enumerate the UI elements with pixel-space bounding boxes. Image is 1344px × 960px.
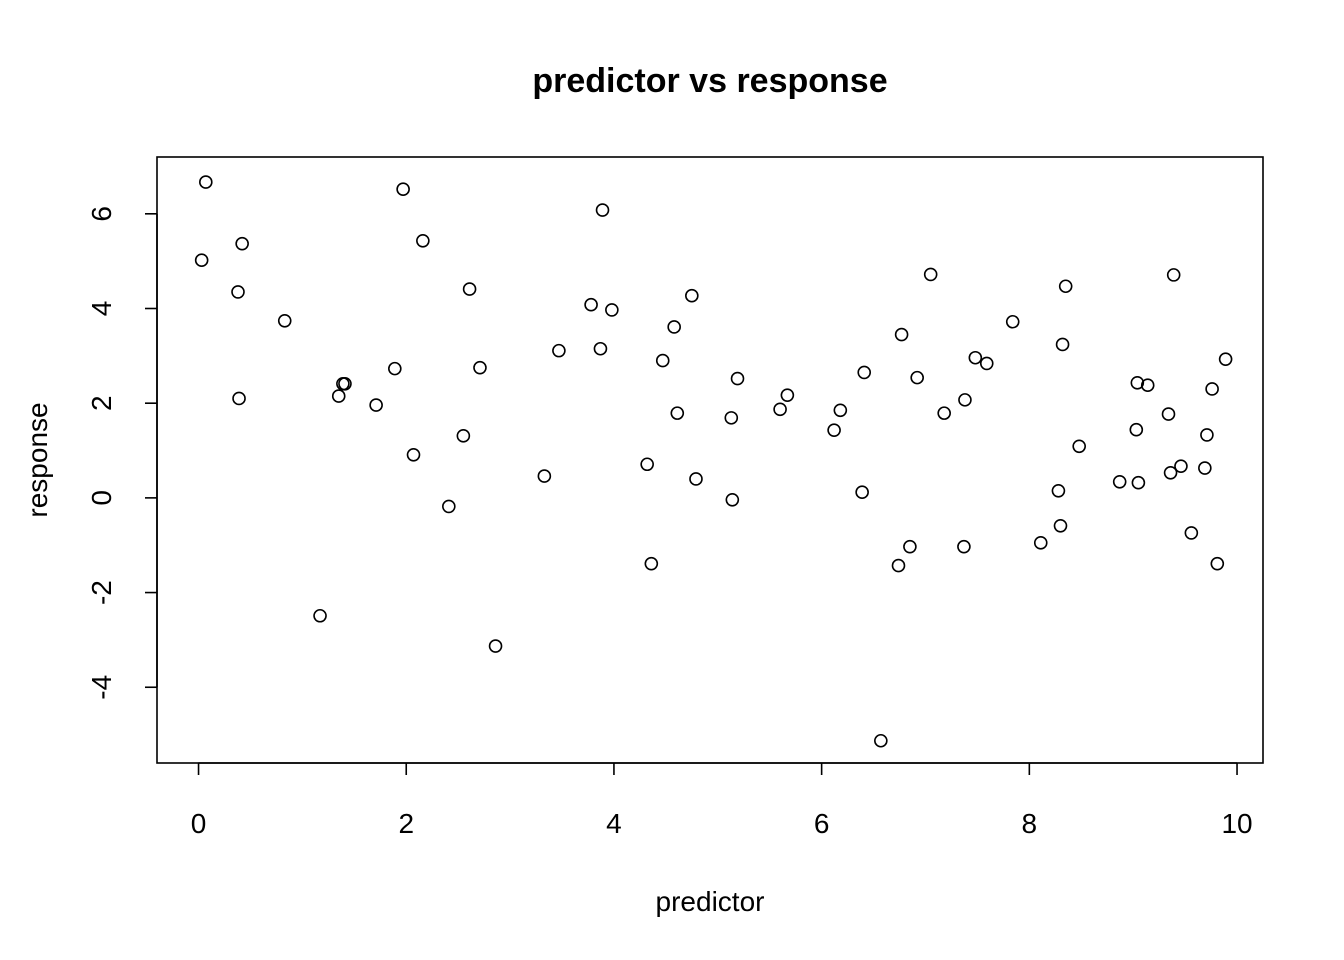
data-point bbox=[1055, 337, 1070, 352]
data-point bbox=[923, 267, 938, 282]
data-point bbox=[979, 356, 994, 371]
data-point bbox=[406, 447, 421, 462]
data-point bbox=[1131, 475, 1146, 490]
data-point bbox=[235, 236, 249, 251]
data-point bbox=[605, 303, 619, 317]
data-point bbox=[1218, 352, 1233, 366]
data-point bbox=[968, 350, 983, 365]
data-point bbox=[1163, 465, 1178, 480]
data-point bbox=[1174, 459, 1188, 473]
data-point bbox=[552, 343, 566, 358]
data-point bbox=[537, 469, 552, 483]
x-tick-label: 10 bbox=[1221, 808, 1252, 839]
data-points bbox=[194, 175, 1233, 748]
data-point bbox=[396, 182, 410, 196]
data-point bbox=[593, 341, 608, 356]
data-point bbox=[730, 371, 745, 386]
x-tick-label: 6 bbox=[814, 808, 830, 839]
data-point bbox=[584, 297, 598, 312]
data-point bbox=[1112, 474, 1127, 489]
data-point bbox=[725, 492, 740, 507]
data-point bbox=[903, 539, 917, 554]
chart-title: predictor vs response bbox=[532, 62, 887, 100]
data-point bbox=[473, 360, 487, 375]
data-point bbox=[1033, 536, 1048, 550]
data-point bbox=[1058, 279, 1073, 294]
data-point bbox=[958, 393, 972, 407]
data-point bbox=[1166, 268, 1181, 282]
data-point bbox=[194, 253, 209, 268]
y-tick-label: 0 bbox=[86, 490, 117, 506]
data-point bbox=[644, 556, 659, 571]
data-point bbox=[670, 406, 685, 420]
data-point bbox=[655, 353, 670, 368]
data-point bbox=[780, 388, 795, 402]
data-point bbox=[331, 389, 346, 403]
data-point bbox=[416, 233, 430, 248]
data-point bbox=[456, 429, 471, 443]
data-point bbox=[1200, 428, 1214, 442]
x-tick-label: 0 bbox=[191, 808, 207, 839]
data-point bbox=[910, 370, 924, 385]
y-tick-label: 6 bbox=[86, 206, 117, 222]
y-axis-label: response bbox=[22, 402, 53, 517]
data-point bbox=[488, 639, 503, 653]
data-point bbox=[199, 175, 213, 189]
data-point bbox=[369, 398, 383, 412]
data-point bbox=[1161, 407, 1176, 421]
data-point bbox=[313, 608, 327, 623]
data-point bbox=[827, 423, 841, 437]
x-tick-label: 8 bbox=[1022, 808, 1038, 839]
data-point bbox=[957, 539, 971, 554]
data-point bbox=[667, 320, 681, 334]
data-point bbox=[1198, 461, 1212, 475]
x-tick-label: 4 bbox=[606, 808, 622, 839]
y-axis: -4 -2 0 2 4 6 bbox=[86, 206, 158, 700]
data-point bbox=[1051, 483, 1066, 498]
data-point bbox=[231, 285, 245, 299]
data-point bbox=[640, 457, 654, 472]
data-point bbox=[937, 406, 951, 420]
data-point bbox=[855, 485, 869, 499]
data-point bbox=[894, 327, 909, 342]
data-point bbox=[874, 733, 888, 748]
data-point bbox=[685, 288, 699, 303]
data-point bbox=[1129, 422, 1144, 437]
x-axis: 0 2 4 6 8 10 bbox=[191, 762, 1253, 839]
data-point bbox=[1140, 378, 1155, 392]
y-tick-label: 2 bbox=[86, 395, 117, 411]
y-tick-label: 4 bbox=[86, 301, 117, 317]
data-point bbox=[857, 365, 872, 380]
x-tick-label: 2 bbox=[398, 808, 414, 839]
y-tick-label: -4 bbox=[86, 675, 117, 700]
data-point bbox=[1130, 376, 1145, 390]
data-point bbox=[1210, 556, 1225, 571]
x-axis-label: predictor bbox=[656, 886, 765, 917]
data-point bbox=[891, 558, 906, 573]
plot-frame bbox=[156, 156, 1264, 764]
data-point bbox=[442, 499, 456, 514]
data-point bbox=[689, 472, 703, 486]
data-point bbox=[232, 391, 246, 406]
data-point bbox=[1184, 526, 1199, 540]
y-tick-label: -2 bbox=[86, 580, 117, 605]
data-point bbox=[462, 282, 477, 296]
data-point bbox=[1053, 519, 1068, 533]
data-point bbox=[773, 402, 787, 417]
data-point bbox=[595, 203, 610, 217]
data-point bbox=[277, 314, 292, 328]
data-point bbox=[338, 376, 352, 391]
data-point bbox=[724, 411, 739, 425]
data-point bbox=[833, 403, 848, 418]
data-point bbox=[1005, 314, 1020, 329]
data-point bbox=[1205, 382, 1219, 396]
data-point bbox=[1072, 439, 1086, 454]
data-point bbox=[388, 361, 402, 376]
